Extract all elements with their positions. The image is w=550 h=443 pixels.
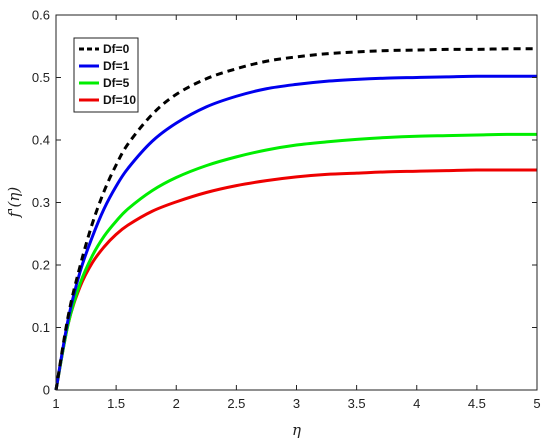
y-axis-label: f'(η) xyxy=(5,187,23,219)
y-axis-ticks: 0 0.1 0.2 0.3 0.4 0.5 0.6 xyxy=(32,8,537,398)
y-tick-label: 0.5 xyxy=(32,70,50,85)
y-tick-label: 0.4 xyxy=(32,133,50,148)
x-tick-label: 2.5 xyxy=(227,396,245,411)
x-tick-label: 1 xyxy=(52,396,59,411)
series-line-df-5 xyxy=(54,132,538,391)
legend-label-df-1: Df=1 xyxy=(103,59,130,73)
y-tick-label: 0.3 xyxy=(32,195,50,210)
x-axis-label: η xyxy=(292,421,301,439)
series-line-df-1 xyxy=(54,74,537,391)
series-line-df-10 xyxy=(54,168,537,391)
legend-label-df-10: Df=10 xyxy=(103,93,136,107)
y-tick-label: 0.2 xyxy=(32,258,50,273)
x-tick-label: 3.5 xyxy=(348,396,366,411)
x-axis-ticks: 1 1.5 2 2.5 3 3.5 4 4.5 5 xyxy=(52,15,541,411)
y-tick-label: 0 xyxy=(43,383,50,398)
y-tick-label: 0.6 xyxy=(32,8,50,23)
legend-label-df-0: Df=0 xyxy=(103,42,130,56)
x-tick-label: 3 xyxy=(293,396,300,411)
x-tick-label: 5 xyxy=(533,396,540,411)
y-tick-label: 0.1 xyxy=(32,320,50,335)
legend-label-df-5: Df=5 xyxy=(103,76,130,90)
x-tick-label: 4 xyxy=(413,396,420,411)
x-tick-label: 2 xyxy=(173,396,180,411)
x-tick-label: 4.5 xyxy=(468,396,486,411)
legend: Df=0 Df=1 Df=5 Df=10 xyxy=(73,37,139,113)
x-tick-label: 1.5 xyxy=(107,396,125,411)
series-lines xyxy=(54,47,538,391)
